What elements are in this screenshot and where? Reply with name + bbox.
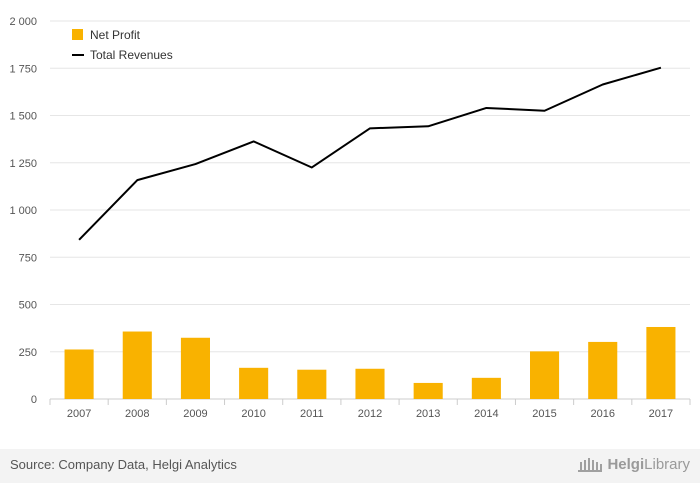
x-tick-label: 2017 — [649, 408, 673, 420]
x-tick-label: 2009 — [183, 408, 207, 420]
x-axis: 2007 2008 2009 2010 2011 2012 2013 2014 2015 2016… — [49, 399, 691, 420]
brand-light: Library — [644, 455, 690, 473]
footer: Source: Company Data, Helgi Analytics He… — [0, 449, 700, 483]
y-tick-label: 1 000 — [9, 205, 37, 217]
legend-total-revenues-label: Total Revenues — [90, 48, 173, 62]
grid-lines — [50, 20, 690, 400]
y-tick-label: 1 250 — [9, 158, 37, 170]
y-tick-label: 2 000 — [9, 16, 37, 28]
y-tick-label: 500 — [19, 300, 37, 312]
y-tick-label: 1 500 — [9, 111, 37, 123]
bar-net-profit-2007 — [64, 349, 94, 399]
x-tick-label: 2014 — [474, 408, 498, 420]
chart: 0 250 500 750 1 000 1 250 1 500 1 750 2 000 2007… — [9, 16, 691, 420]
bar-net-profit-2013 — [413, 382, 443, 399]
legend-net-profit-label: Net Profit — [90, 28, 141, 42]
bar-net-profit-2014 — [471, 377, 501, 399]
y-tick-label: 250 — [19, 347, 37, 359]
x-tick-label: 2015 — [532, 408, 556, 420]
x-tick-label: 2010 — [241, 408, 265, 420]
total-revenues-line — [78, 66, 662, 241]
source-note: Source: Company Data, Helgi Analytics — [10, 457, 237, 472]
bar-net-profit-2011 — [297, 369, 327, 399]
bar-net-profit-2008 — [122, 331, 152, 399]
x-tick-label: 2007 — [67, 408, 91, 420]
y-axis: 0 250 500 750 1 000 1 250 1 500 1 750 2 000 — [9, 16, 37, 406]
y-tick-label: 0 — [31, 394, 37, 406]
x-tick-label: 2016 — [590, 408, 614, 420]
brand-bold: Helgi — [607, 455, 645, 473]
net-profit-bars — [64, 326, 676, 399]
total-revenues-line-group — [78, 66, 662, 241]
y-tick-label: 750 — [19, 252, 37, 264]
bar-net-profit-2015 — [530, 351, 560, 399]
x-tick-label: 2012 — [358, 408, 382, 420]
bar-net-profit-2010 — [239, 367, 269, 399]
bar-net-profit-2017 — [646, 326, 676, 399]
legend-net-profit-swatch — [72, 29, 83, 40]
x-tick-label: 2011 — [300, 408, 324, 420]
x-tick-label: 2008 — [125, 408, 149, 420]
bar-net-profit-2009 — [180, 337, 210, 399]
bar-net-profit-2012 — [355, 368, 385, 399]
library-building-icon — [578, 458, 603, 472]
bar-net-profit-2016 — [588, 341, 618, 399]
x-tick-label: 2013 — [416, 408, 440, 420]
helgi-library-logo[interactable]: HelgiLibrary — [577, 455, 690, 473]
y-tick-label: 1 750 — [9, 63, 37, 75]
legend: Net Profit Total Revenues — [72, 28, 173, 62]
